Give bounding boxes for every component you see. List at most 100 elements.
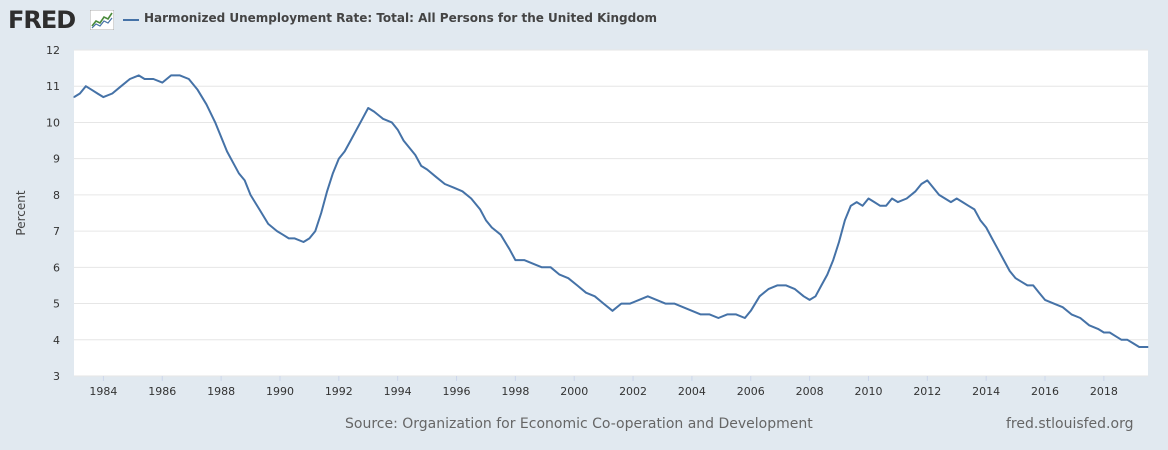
data-point [735,313,737,315]
y-tick-label: 12 [46,44,60,57]
x-tick-label: 2010 [854,385,882,398]
data-point [444,183,446,185]
site-link[interactable]: fred.stlouisfed.org [1006,416,1134,432]
data-point [709,313,711,315]
data-point [638,299,640,301]
data-point [350,140,352,142]
data-point [838,241,840,243]
data-point [161,82,163,84]
data-point [276,230,278,232]
x-tick-label: 1996 [443,385,471,398]
data-point [744,317,746,319]
data-point [338,158,340,160]
data-point [885,205,887,207]
x-tick-label: 1986 [148,385,176,398]
data-point [620,303,622,305]
y-tick-label: 9 [53,153,60,166]
data-point [96,92,99,95]
data-point [226,150,228,152]
data-point [500,234,502,236]
data-point [1088,324,1090,326]
data-point [938,194,940,196]
data-point [844,219,846,221]
data-point [361,118,363,120]
data-point [397,129,399,131]
data-point [550,266,552,268]
y-tick-label: 3 [53,370,60,383]
data-point [914,190,917,192]
y-axis-label: Percent [14,190,28,235]
data-point [785,284,787,286]
data-point [906,197,908,200]
data-point [514,259,517,261]
data-point [1115,335,1117,337]
data-point [302,241,305,243]
data-point [120,85,122,87]
data-point [1109,331,1111,334]
data-point [873,201,876,203]
data-point [962,201,964,203]
data-point [1079,317,1081,319]
data-point [373,111,375,113]
data-point [832,259,834,261]
data-point [1053,303,1055,305]
plot-background [74,50,1148,376]
data-point [205,103,207,105]
data-point [691,310,693,312]
data-point [408,147,410,149]
x-tick-label: 2000 [560,385,588,398]
data-point [629,303,631,305]
data-point [508,248,511,250]
header: FRED Harmonized Unemployment Rate: Total… [0,0,1168,40]
data-point [320,212,322,214]
y-tick-label: 10 [46,116,60,129]
line-chart-icon [90,10,114,30]
x-tick-label: 2018 [1090,385,1118,398]
data-point [558,274,561,276]
x-tick-label: 2008 [796,385,824,398]
data-point [967,205,970,207]
data-point [382,118,384,120]
x-tick-label: 1998 [501,385,529,398]
data-point [435,176,437,178]
data-point [682,306,684,308]
data-point [220,136,222,138]
data-point [1132,342,1134,344]
data-point [700,313,702,315]
data-point [1026,284,1028,286]
data-point [73,96,75,98]
data-point [956,197,958,200]
data-point [129,78,131,80]
data-point [985,226,987,229]
data-point [91,89,93,91]
data-point [294,237,296,239]
data-point [814,295,817,297]
data-point [673,303,675,305]
fred-logo[interactable]: FRED [8,6,76,34]
data-point [1044,299,1046,301]
data-point [532,263,534,265]
data-point [1009,270,1011,272]
data-point [611,310,614,312]
data-point [238,172,240,174]
y-tick-labels: 3 4 5 6 7 8 9 10 11 12 [46,44,60,383]
data-point [603,303,605,305]
data-point [656,299,658,301]
data-point [1020,281,1023,283]
data-point [414,154,416,156]
data-point [973,208,976,210]
data-point [282,234,284,236]
data-point [950,201,952,203]
data-point [197,89,199,91]
data-point [897,201,899,203]
data-point [541,266,543,268]
data-point [152,78,154,80]
data-point [1038,292,1040,294]
data-point [138,74,140,76]
data-point [111,92,113,95]
x-tick-label: 1990 [266,385,294,398]
data-point [926,179,928,181]
data-point [461,190,463,192]
data-point [576,284,578,286]
data-point [803,295,805,297]
